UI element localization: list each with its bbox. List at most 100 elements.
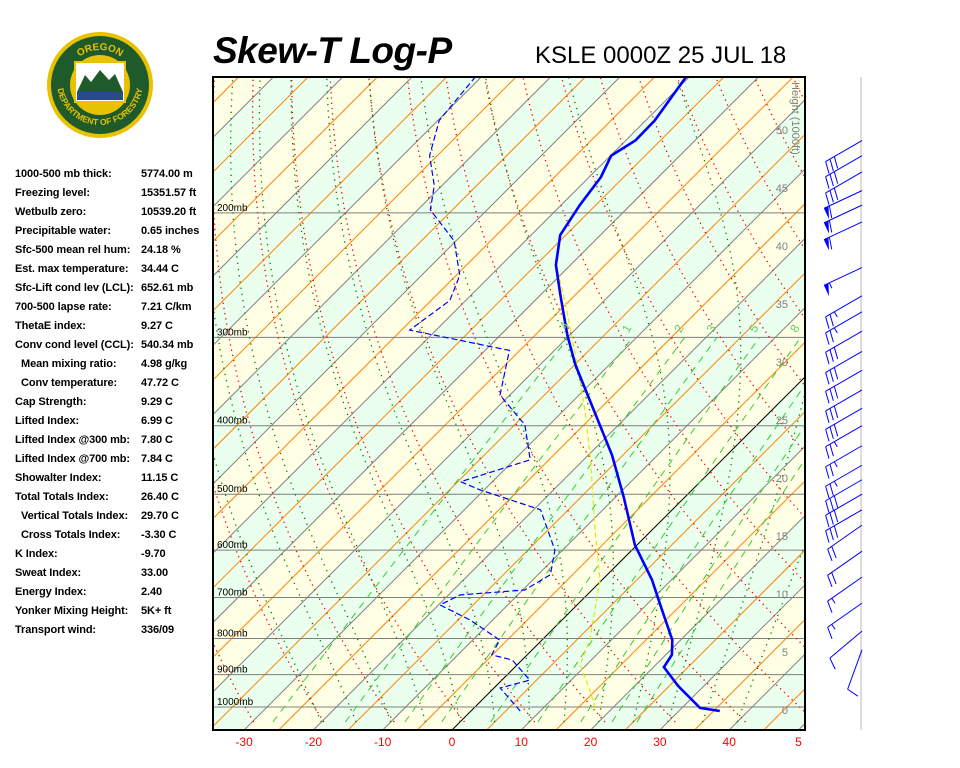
temperature-tick-label: 0 — [449, 735, 456, 749]
barb-feather — [827, 549, 833, 561]
wind-barb — [825, 493, 863, 528]
stat-label: Freezing level: — [15, 187, 90, 199]
stat-row: Vertical Totals Index: 29.70 C — [15, 510, 215, 529]
barb-feather — [825, 176, 830, 189]
orange-reference-line — [213, 77, 586, 450]
moist-adiabat — [258, 77, 427, 723]
barb-staff — [823, 221, 863, 241]
barb-feather — [831, 546, 837, 559]
station-time-label: KSLE 0000Z 25 JUL 18 — [535, 42, 787, 69]
temperature-tick-label: -30 — [235, 735, 253, 749]
barb-staff — [823, 204, 863, 224]
dry-adiabat — [638, 77, 805, 388]
wind-barb — [825, 140, 863, 174]
barb-feather — [829, 408, 834, 421]
barb-half-feather — [828, 282, 833, 289]
barb-feather — [829, 657, 836, 670]
isotherm-line — [313, 237, 805, 730]
height-tick-label: 45 — [776, 183, 788, 195]
temperature-tick-label: 5 — [795, 735, 802, 749]
stat-row: Transport wind: 336/09 — [15, 624, 215, 643]
orange-reference-line — [213, 77, 240, 104]
barb-staff — [825, 425, 863, 448]
barb-staff — [827, 524, 863, 550]
stat-label: Cross Totals Index: — [21, 529, 121, 541]
dry-adiabat — [821, 56, 960, 722]
stat-label: Sweat Index: — [15, 567, 82, 579]
stat-row: Energy Index: 2.40 — [15, 586, 215, 605]
barb-feather — [825, 391, 830, 404]
wind-barb — [829, 630, 863, 670]
dry-adiabat — [792, 77, 805, 104]
barb-feather — [825, 486, 830, 499]
height-tick-label: 20 — [776, 473, 788, 485]
stat-value: 6.99 C — [141, 415, 173, 427]
orange-reference-line — [416, 341, 805, 730]
barb-staff — [825, 464, 863, 487]
isotherm-line — [243, 168, 805, 730]
orange-reference-line — [347, 272, 805, 730]
barb-feather — [825, 446, 830, 459]
orange-reference-line — [694, 618, 805, 730]
barb-half-feather — [833, 311, 838, 318]
sounding-traces — [408, 77, 721, 713]
moist-adiabat — [667, 77, 742, 723]
isobar-label: 400mb — [217, 416, 248, 427]
stat-label: ThetaE index: — [15, 320, 86, 332]
stat-row: Conv temperature: 47.72 C — [15, 377, 215, 396]
barb-feather — [829, 483, 834, 496]
orange-reference-line — [213, 77, 794, 658]
stat-row: Cap Strength: 9.29 C — [15, 396, 215, 415]
orange-reference-line — [213, 77, 655, 520]
chart-title: Skew-T Log-P — [213, 30, 452, 71]
isotherm-line — [520, 445, 805, 730]
isotherm-line — [213, 77, 482, 347]
stat-value: 2.40 — [141, 586, 163, 598]
stat-label: Yonker Mixing Height: — [15, 605, 129, 617]
stat-label: K Index: — [15, 548, 58, 560]
stat-label: Vertical Totals Index: — [21, 510, 129, 522]
isobar-label: 700mb — [217, 588, 248, 599]
wind-barb — [825, 509, 863, 543]
barb-staff — [825, 389, 863, 412]
orange-reference-line — [486, 410, 805, 730]
height-tick-label: 5 — [782, 647, 788, 659]
orange-reference-line — [213, 77, 448, 312]
stat-value: 11.15 C — [141, 472, 179, 484]
stat-label: Energy Index: — [15, 586, 87, 598]
isobar-label: 300mb — [217, 327, 248, 338]
stat-row: Freezing level: 15351.57 ft — [15, 187, 215, 206]
barb-feather — [829, 158, 834, 172]
isobar-label: 900mb — [217, 665, 248, 676]
wind-barb — [827, 550, 863, 588]
temperature-band — [0, 77, 204, 730]
stat-row: Conv cond level (CCL): 540.34 mb — [15, 339, 215, 358]
wind-barb — [825, 479, 863, 513]
barb-feather — [833, 367, 839, 380]
barb-feather — [833, 495, 839, 508]
isotherm-line — [451, 376, 805, 730]
orange-reference-line — [902, 77, 960, 730]
stat-row: Sweat Index: 33.00 — [15, 567, 215, 586]
orange-reference-line — [213, 77, 517, 381]
barb-feather — [833, 171, 839, 184]
isotherm-line — [213, 77, 759, 624]
isobar-label: 800mb — [217, 628, 248, 639]
barb-feather — [833, 156, 839, 169]
wind-barb — [825, 171, 863, 205]
temperature-band — [798, 723, 805, 730]
wind-barb — [825, 369, 863, 404]
orange-reference-line — [213, 77, 378, 243]
barb-feather — [829, 314, 834, 327]
stat-value: 7.80 C — [141, 434, 173, 446]
isotherm-line — [213, 77, 690, 554]
barb-staff — [825, 445, 863, 468]
dry-adiabat — [897, 56, 960, 722]
temperature-tick-label: 30 — [653, 735, 667, 749]
isotherm-line — [213, 77, 413, 277]
stat-row: Yonker Mixing Height: 5K+ ft — [15, 605, 215, 624]
barb-feather — [829, 464, 834, 477]
barb-staff — [827, 550, 863, 576]
stat-row: ThetaE index: 9.27 C — [15, 320, 215, 339]
